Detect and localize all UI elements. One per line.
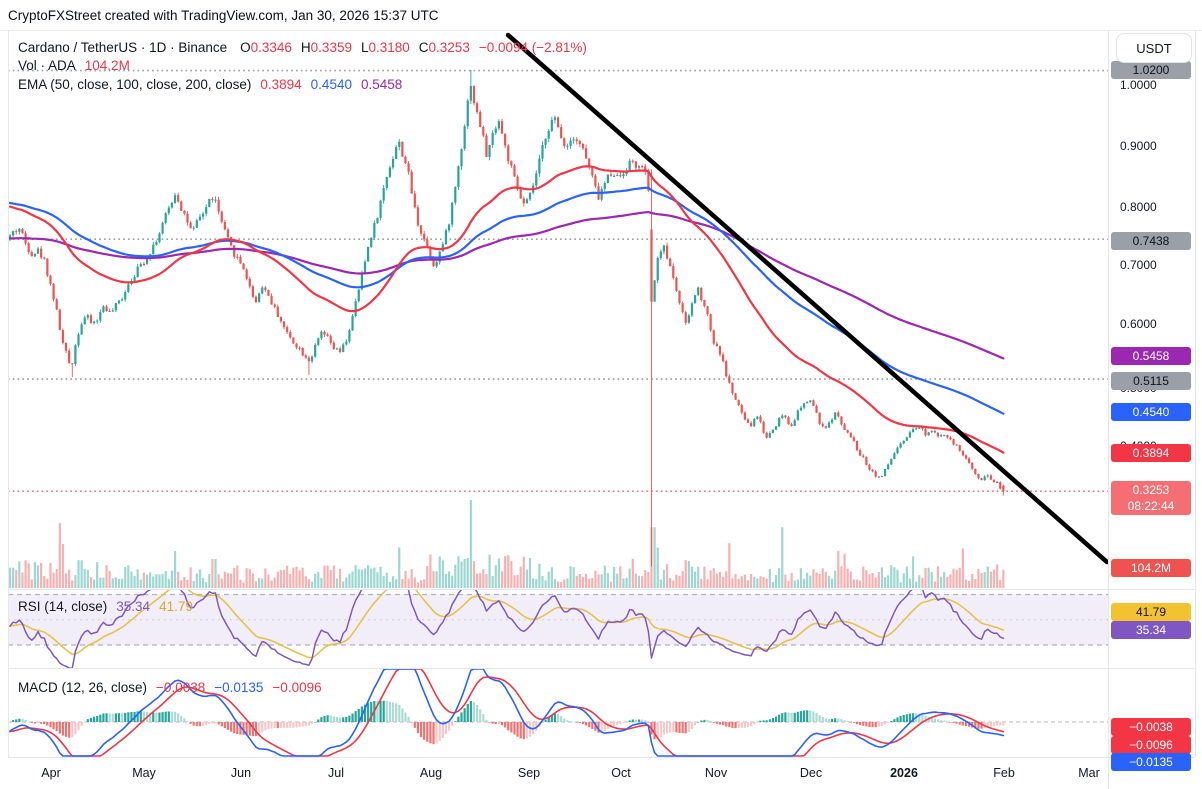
axis-badge-0.7438: 0.7438 bbox=[1111, 232, 1191, 250]
price-tick-1.0000: 1.0000 bbox=[1120, 78, 1157, 92]
currency-button[interactable]: USDT bbox=[1116, 33, 1192, 63]
ohlc-values: O0.3346 H0.3359 L0.3180 C0.3253 bbox=[231, 40, 470, 55]
attribution-text: CryptoFXStreet created with TradingView.… bbox=[8, 8, 439, 23]
rsi-ma-line bbox=[9, 589, 1005, 659]
legend-value: −0.0038 bbox=[156, 680, 206, 695]
time-tick-Mar: Mar bbox=[1078, 766, 1100, 780]
axis-badge-0.4540: 0.4540 bbox=[1111, 403, 1191, 421]
macd-label: MACD (12, 26, close) bbox=[18, 680, 148, 695]
macd-line bbox=[9, 668, 1005, 757]
axis-badge-0.5458: 0.5458 bbox=[1111, 347, 1191, 365]
time-tick-Feb: Feb bbox=[993, 766, 1015, 780]
axis-badge-0.3253: 0.3253 08:22:44 bbox=[1111, 481, 1191, 515]
header-divider bbox=[0, 30, 1202, 31]
time-tick-Aug: Aug bbox=[419, 766, 443, 780]
time-tick-Nov: Nov bbox=[704, 766, 728, 780]
time-tick-2026: 2026 bbox=[890, 766, 918, 780]
rsi-label: RSI (14, close) bbox=[18, 599, 108, 614]
price-tick-0.9000: 0.9000 bbox=[1120, 139, 1157, 153]
legend-value: −0.0096 bbox=[272, 680, 322, 695]
rsi-macd-divider bbox=[8, 668, 1195, 669]
axis-badge-41.79: 41.79 bbox=[1111, 603, 1191, 621]
axis-badge-104.2M: 104.2M bbox=[1111, 559, 1191, 577]
legend-value: −0.0135 bbox=[214, 680, 264, 695]
right-border bbox=[1195, 30, 1196, 757]
axis-badge-−0.0096: −0.0096 bbox=[1111, 736, 1191, 754]
macd-values: −0.0038 −0.0135 −0.0096 bbox=[147, 680, 322, 695]
ema-values: 0.3894 0.4540 0.5458 bbox=[251, 77, 402, 92]
price-tick-0.8000: 0.8000 bbox=[1120, 200, 1157, 214]
ema100-line bbox=[8, 186, 1005, 415]
time-tick-Dec: Dec bbox=[799, 766, 823, 780]
time-tick-May: May bbox=[132, 766, 156, 780]
rsi-values: 35.34 41.79 bbox=[107, 599, 193, 614]
time-tick-Sep: Sep bbox=[517, 766, 541, 780]
time-tick-Apr: Apr bbox=[41, 766, 61, 780]
ema-legend-row: EMA (50, close, 100, close, 200, close) 0… bbox=[18, 77, 402, 92]
time-tick-Jul: Jul bbox=[328, 766, 344, 780]
macd-time-divider bbox=[8, 757, 1195, 758]
macd-legend-row: MACD (12, 26, close) −0.0038 −0.0135 −0.009… bbox=[18, 680, 322, 695]
legend-value: 0.3894 bbox=[260, 77, 302, 92]
ohlc-item: L0.3180 bbox=[360, 40, 410, 55]
volume-bars bbox=[8, 500, 1005, 588]
axis-divider bbox=[1108, 30, 1109, 789]
volume-value: 104.2M bbox=[84, 58, 130, 73]
macd-histogram bbox=[8, 700, 1005, 745]
macd-signal-line bbox=[9, 668, 1005, 757]
downtrend-line[interactable] bbox=[505, 32, 1108, 565]
legend-value: 41.79 bbox=[159, 599, 193, 614]
ohlc-item: H0.3359 bbox=[300, 40, 352, 55]
legend-value: 35.34 bbox=[116, 599, 151, 614]
change-value: −0.0094 (−2.81%) bbox=[478, 40, 587, 55]
time-tick-Jun: Jun bbox=[230, 766, 252, 780]
axis-badge-−0.0038: −0.0038 bbox=[1111, 718, 1191, 736]
legend-value: 0.4540 bbox=[310, 77, 352, 92]
ohlc-item: O0.3346 bbox=[240, 40, 292, 55]
rsi-line bbox=[9, 589, 1005, 668]
axis-badge-−0.0135: −0.0135 bbox=[1111, 753, 1191, 771]
axis-badge-0.3894: 0.3894 bbox=[1111, 444, 1191, 462]
ohlc-item: C0.3253 bbox=[418, 40, 470, 55]
left-border bbox=[8, 30, 9, 757]
time-axis[interactable] bbox=[8, 757, 1108, 789]
legend-value: 0.5458 bbox=[360, 77, 403, 92]
axis-badge-35.34: 35.34 bbox=[1111, 621, 1191, 639]
axis-badge-1.0200: 1.0200 bbox=[1111, 61, 1191, 79]
main-rsi-divider bbox=[8, 589, 1195, 590]
axis-badge-0.5115: 0.5115 bbox=[1111, 372, 1191, 390]
ema200-line bbox=[8, 211, 1005, 360]
price-tick-0.7000: 0.7000 bbox=[1120, 258, 1157, 272]
rsi-legend-row: RSI (14, close) 35.34 41.79 bbox=[18, 599, 193, 614]
symbol-title[interactable]: Cardano / TetherUS · 1D · Binance bbox=[18, 40, 228, 55]
main-legend-row: Cardano / TetherUS · 1D · Binance O0.3346… bbox=[18, 40, 587, 55]
candlesticks bbox=[8, 69, 1005, 567]
price-tick-0.6000: 0.6000 bbox=[1120, 317, 1157, 331]
ema-label: EMA (50, close, 100, close, 200, close) bbox=[18, 77, 252, 92]
volume-legend-row: Vol · ADA 104.2M bbox=[18, 58, 130, 73]
ema50-line bbox=[8, 165, 1005, 454]
time-tick-Oct: Oct bbox=[611, 766, 631, 780]
currency-label: USDT bbox=[1136, 40, 1172, 56]
volume-label: Vol · ADA bbox=[18, 58, 76, 73]
